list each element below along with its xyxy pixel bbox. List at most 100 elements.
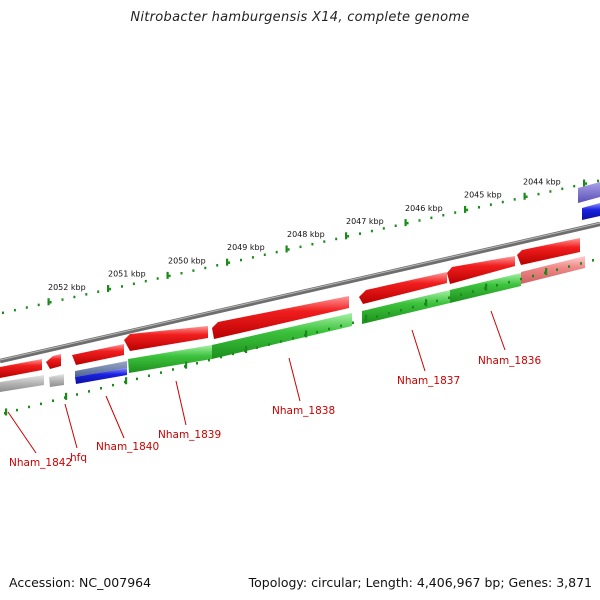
inner-dot bbox=[76, 393, 78, 396]
scale-label: 2052 kbp bbox=[48, 283, 86, 292]
inner-dot bbox=[208, 358, 210, 362]
scale-dot bbox=[394, 224, 397, 228]
inner-major-tick bbox=[425, 299, 428, 307]
inner-dot bbox=[400, 309, 402, 312]
inner-major-tick bbox=[545, 268, 548, 276]
accession-text: Accession: NC_007964 bbox=[9, 575, 152, 590]
scale-dot bbox=[347, 235, 350, 238]
scale-dot bbox=[335, 237, 338, 241]
gene-label[interactable]: Nham_1839 bbox=[158, 429, 221, 441]
inner-dot bbox=[496, 284, 498, 287]
inner-dot bbox=[292, 337, 294, 340]
leader-line bbox=[64, 403, 78, 449]
cds-feature bbox=[517, 238, 580, 265]
scale-dot bbox=[144, 279, 147, 283]
scale-dot bbox=[513, 198, 516, 201]
scale-label: 2049 kbp bbox=[227, 243, 265, 252]
inner-dot bbox=[508, 280, 510, 284]
inner-dot bbox=[100, 387, 102, 390]
scale-dot bbox=[192, 269, 195, 272]
inner-dot bbox=[28, 405, 30, 409]
scale-label: 2051 kbp bbox=[108, 270, 146, 279]
scale-dot bbox=[370, 229, 373, 233]
inner-major-tick bbox=[5, 408, 8, 416]
scale-dot bbox=[323, 240, 326, 243]
scale-major-tick bbox=[583, 179, 586, 187]
scale-dot bbox=[489, 203, 492, 206]
inner-dot bbox=[40, 402, 42, 406]
gene-label[interactable]: Nham_1836 bbox=[478, 355, 541, 367]
scale-label: 2044 kbp bbox=[523, 178, 561, 187]
inner-dot bbox=[232, 352, 234, 356]
scale-dot bbox=[430, 216, 433, 220]
scale-dot bbox=[263, 253, 266, 257]
scale-major-tick bbox=[166, 271, 169, 279]
cds-feature bbox=[72, 344, 124, 365]
gene-feature bbox=[362, 290, 450, 324]
gene-label[interactable]: Nham_1838 bbox=[272, 405, 335, 417]
inner-major-tick bbox=[485, 283, 488, 291]
scale-dot bbox=[156, 277, 159, 280]
scale-dot bbox=[359, 232, 361, 235]
inner-major-tick bbox=[305, 330, 308, 338]
scale-dot bbox=[37, 303, 40, 307]
cds-feature bbox=[46, 354, 61, 369]
scale-dot bbox=[549, 190, 552, 193]
scale-dot bbox=[406, 221, 409, 225]
gene-label[interactable]: Nham_1840 bbox=[96, 441, 159, 453]
scale-dot bbox=[287, 248, 290, 251]
forward-strand-track bbox=[0, 238, 580, 378]
gene-label[interactable]: hfq bbox=[70, 452, 87, 464]
scale-dot bbox=[216, 264, 219, 267]
cds-feature bbox=[447, 256, 515, 284]
inner-major-tick bbox=[185, 361, 188, 369]
scale-major-tick bbox=[404, 219, 407, 227]
inner-dot bbox=[532, 274, 534, 278]
genome-backbone-highlight bbox=[0, 222, 600, 361]
scale-dot bbox=[501, 200, 504, 204]
scale-major-tick bbox=[523, 192, 526, 200]
gene-labels: Nham_1836 Nham_1837 Nham_1838 Nham_1839 … bbox=[9, 355, 541, 469]
inner-dot bbox=[88, 390, 90, 393]
scale-dot bbox=[299, 245, 302, 249]
rna-feature-top bbox=[75, 361, 127, 377]
gene-feature bbox=[578, 182, 600, 203]
cds-feature bbox=[0, 359, 42, 378]
scale-dot bbox=[442, 213, 445, 217]
scale-label: 2046 kbp bbox=[405, 204, 443, 213]
gene-label[interactable]: Nham_1842 bbox=[9, 457, 72, 469]
scale-dot bbox=[13, 308, 16, 312]
genome-summary-text: Topology: circular; Length: 4,406,967 bp… bbox=[248, 575, 592, 590]
scale-dot bbox=[478, 206, 480, 209]
inner-dot bbox=[172, 368, 174, 371]
scale-dot bbox=[382, 227, 385, 230]
inner-dot bbox=[592, 259, 594, 262]
scale-label: 2045 kbp bbox=[464, 191, 502, 200]
inner-dot bbox=[112, 383, 114, 387]
scale-dot bbox=[561, 187, 564, 191]
scale-major-tick bbox=[285, 245, 288, 253]
scale-dot bbox=[525, 195, 528, 198]
pseudogene-feature bbox=[0, 375, 44, 392]
inner-dot bbox=[148, 374, 150, 378]
rna-feature bbox=[75, 368, 127, 384]
inner-dot bbox=[556, 268, 558, 271]
cds-feature bbox=[212, 296, 349, 339]
inner-dot bbox=[568, 265, 570, 268]
scale-dot bbox=[597, 179, 599, 183]
gene-feature bbox=[128, 345, 212, 373]
inner-dot bbox=[316, 330, 318, 334]
scale-label: 2048 kbp bbox=[287, 230, 325, 239]
scale-dot bbox=[537, 192, 540, 196]
inner-dot bbox=[388, 312, 390, 315]
inner-dot bbox=[16, 408, 18, 412]
inner-dot bbox=[136, 377, 138, 381]
inner-dot bbox=[280, 340, 282, 343]
inner-dot bbox=[256, 346, 258, 349]
gene-label[interactable]: Nham_1837 bbox=[397, 375, 460, 387]
leader-line bbox=[175, 380, 187, 426]
genome-backbone bbox=[0, 221, 600, 364]
inner-dot bbox=[52, 399, 54, 402]
scale-dot bbox=[97, 290, 100, 293]
